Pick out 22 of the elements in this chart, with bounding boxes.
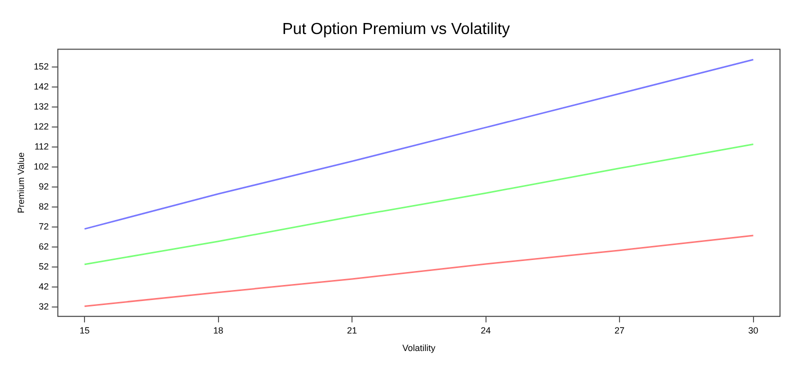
y-tick-label: 52 xyxy=(38,262,49,272)
chart-title: Put Option Premium vs Volatility xyxy=(282,21,510,38)
y-tick-label: 122 xyxy=(34,122,49,132)
x-tick-label: 24 xyxy=(480,325,491,336)
y-tick-label: 62 xyxy=(38,242,49,252)
y-tick-label: 112 xyxy=(34,142,49,152)
y-tick-label: 102 xyxy=(34,162,49,172)
y-axis-title: Premium Value xyxy=(16,152,26,214)
x-tick-label: 15 xyxy=(80,325,90,336)
y-tick-label: 42 xyxy=(38,282,49,292)
x-axis-title: Volatility xyxy=(402,343,436,354)
y-tick-label: 92 xyxy=(38,182,49,192)
x-tick-label: 27 xyxy=(614,325,625,336)
y-tick-label: 32 xyxy=(38,302,49,312)
y-tick-label: 72 xyxy=(38,222,49,232)
y-tick-label: 132 xyxy=(34,102,49,112)
x-tick-label: 30 xyxy=(748,325,758,336)
y-tick-label: 82 xyxy=(38,202,49,212)
x-tick-label: 18 xyxy=(213,325,224,336)
y-tick-label: 152 xyxy=(34,62,49,72)
y-tick-label: 142 xyxy=(34,82,49,92)
x-tick-label: 21 xyxy=(347,325,358,336)
